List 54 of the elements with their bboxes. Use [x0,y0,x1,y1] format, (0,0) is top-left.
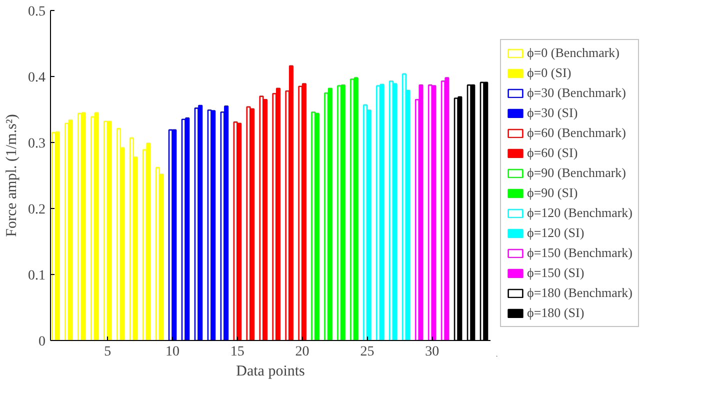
x-tick-label: 10 [166,344,180,360]
y-axis-title: Force ampl. (1/m.s²) [4,114,20,237]
x-tick-label: 30 [425,344,440,360]
x-axis-title: Data points [236,364,306,380]
bar [276,88,280,340]
x-tick-label: 5 [104,344,112,360]
y-tick-label: 0.3 [28,136,46,152]
bar [354,77,358,340]
bar [444,77,450,340]
bar [328,88,332,340]
bar [185,117,190,340]
legend-label: ϕ=120 (Benchmark) [527,205,633,221]
y-tick-label: 0.2 [28,202,46,218]
bar [380,84,384,340]
bar [107,120,112,340]
legend-label: ϕ=120 (SI) [527,225,584,241]
legend-label: ϕ=150 (SI) [527,265,584,281]
legend-label: ϕ=30 (Benchmark) [527,85,626,101]
legend-label: ϕ=60 (Benchmark) [527,125,626,141]
legend-label: ϕ=60 (SI) [527,145,578,161]
bar [288,65,294,340]
bar [340,84,346,340]
legend-label: ϕ=150 (Benchmark) [527,245,633,261]
bar [314,112,320,340]
x-tick-label: 15 [230,344,244,360]
bar [392,83,398,340]
x-tick-label: 20 [295,344,310,360]
bar [237,122,242,340]
legend-label: ϕ=90 (Benchmark) [527,165,626,181]
legend-label: ϕ=0 (Benchmark) [527,45,620,61]
y-tick-label: 0 [38,334,46,350]
bar [418,84,424,340]
x-tick-label: 25 [360,344,374,360]
bar [81,112,86,340]
bar [172,129,177,340]
y-tick-label: 0.4 [28,70,46,86]
legend-label: ϕ=30 (SI) [527,105,578,121]
y-tick-label: 0.1 [28,268,46,284]
bar [432,85,436,340]
legend-label: ϕ=90 (SI) [527,185,578,201]
bar [94,112,99,340]
bar [55,131,60,340]
bar [68,119,73,340]
bar [262,98,268,340]
bar [211,110,216,340]
legend-label: ϕ=180 (SI) [527,305,584,321]
bar [198,104,203,340]
bar [250,108,255,340]
bar [224,106,229,340]
bar [302,83,306,340]
bar [146,142,151,340]
y-tick-label: 0.5 [28,4,46,20]
legend-label: ϕ=0 (SI) [527,65,572,81]
legend-label: ϕ=180 (Benchmark) [527,285,633,301]
